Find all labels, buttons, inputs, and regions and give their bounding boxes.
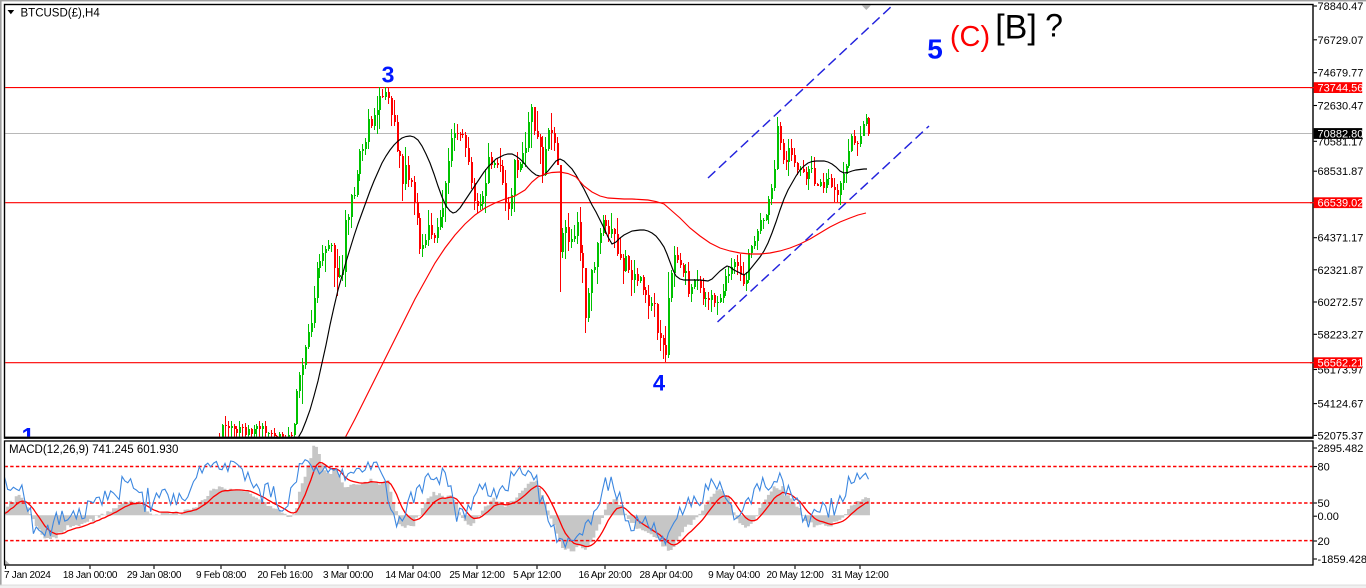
svg-text:66539.02: 66539.02 [1318, 198, 1364, 210]
svg-text:72630.47: 72630.47 [1318, 101, 1364, 113]
svg-text:70581.17: 70581.17 [1318, 136, 1364, 148]
svg-text:1: 1 [22, 423, 35, 449]
svg-text:73744.56: 73744.56 [1318, 83, 1364, 95]
svg-text:68531.87: 68531.87 [1318, 166, 1364, 178]
svg-text:20: 20 [1318, 536, 1330, 548]
svg-text:5 Apr 12:00: 5 Apr 12:00 [513, 570, 562, 581]
svg-text:78840.47: 78840.47 [1318, 1, 1364, 13]
svg-text:9 May 04:00: 9 May 04:00 [708, 570, 760, 581]
svg-text:62321.87: 62321.87 [1318, 265, 1364, 277]
svg-text:80: 80 [1318, 462, 1330, 474]
svg-text:[B]: [B] [995, 9, 1037, 47]
svg-text:31 May 12:00: 31 May 12:00 [832, 570, 890, 581]
svg-text:29 Jan 08:00: 29 Jan 08:00 [127, 570, 182, 581]
svg-text:BTCUSD(£),H4: BTCUSD(£),H4 [21, 8, 101, 20]
svg-text:25 Mar 12:00: 25 Mar 12:00 [449, 570, 505, 581]
svg-text:0.00: 0.00 [1318, 511, 1339, 523]
svg-text:58223.27: 58223.27 [1318, 329, 1364, 341]
svg-text:70882.80: 70882.80 [1318, 129, 1364, 141]
svg-text:9 Feb 08:00: 9 Feb 08:00 [196, 570, 247, 581]
svg-text:20 May 12:00: 20 May 12:00 [767, 570, 825, 581]
svg-text:74679.77: 74679.77 [1318, 68, 1364, 80]
svg-text:3 Mar 00:00: 3 Mar 00:00 [323, 570, 374, 581]
svg-text:2895.482: 2895.482 [1318, 443, 1364, 455]
svg-text:?: ? [1045, 8, 1063, 44]
svg-text:3: 3 [382, 62, 395, 88]
svg-text:7 Jan 2024: 7 Jan 2024 [4, 570, 51, 581]
svg-text:5: 5 [927, 34, 943, 65]
svg-text:16 Apr 20:00: 16 Apr 20:00 [578, 570, 632, 581]
svg-text:14 Mar 04:00: 14 Mar 04:00 [385, 570, 441, 581]
svg-text:-1859.428: -1859.428 [1318, 554, 1366, 566]
svg-text:(C): (C) [950, 21, 990, 53]
svg-text:52075.37: 52075.37 [1318, 430, 1364, 442]
svg-text:18 Jan 00:00: 18 Jan 00:00 [63, 570, 118, 581]
svg-text:50: 50 [1318, 498, 1330, 510]
svg-text:64371.17: 64371.17 [1318, 233, 1364, 245]
svg-text:76729.07: 76729.07 [1318, 35, 1364, 47]
svg-text:20 Feb 16:00: 20 Feb 16:00 [257, 570, 313, 581]
svg-text:54124.67: 54124.67 [1318, 399, 1364, 411]
svg-text:60272.57: 60272.57 [1318, 297, 1364, 309]
svg-text:28 Apr 04:00: 28 Apr 04:00 [639, 570, 693, 581]
svg-text:4: 4 [653, 371, 666, 396]
svg-text:MACD(12,26,9) 741.245 601.930: MACD(12,26,9) 741.245 601.930 [9, 444, 178, 456]
svg-text:56562.21: 56562.21 [1318, 358, 1364, 370]
